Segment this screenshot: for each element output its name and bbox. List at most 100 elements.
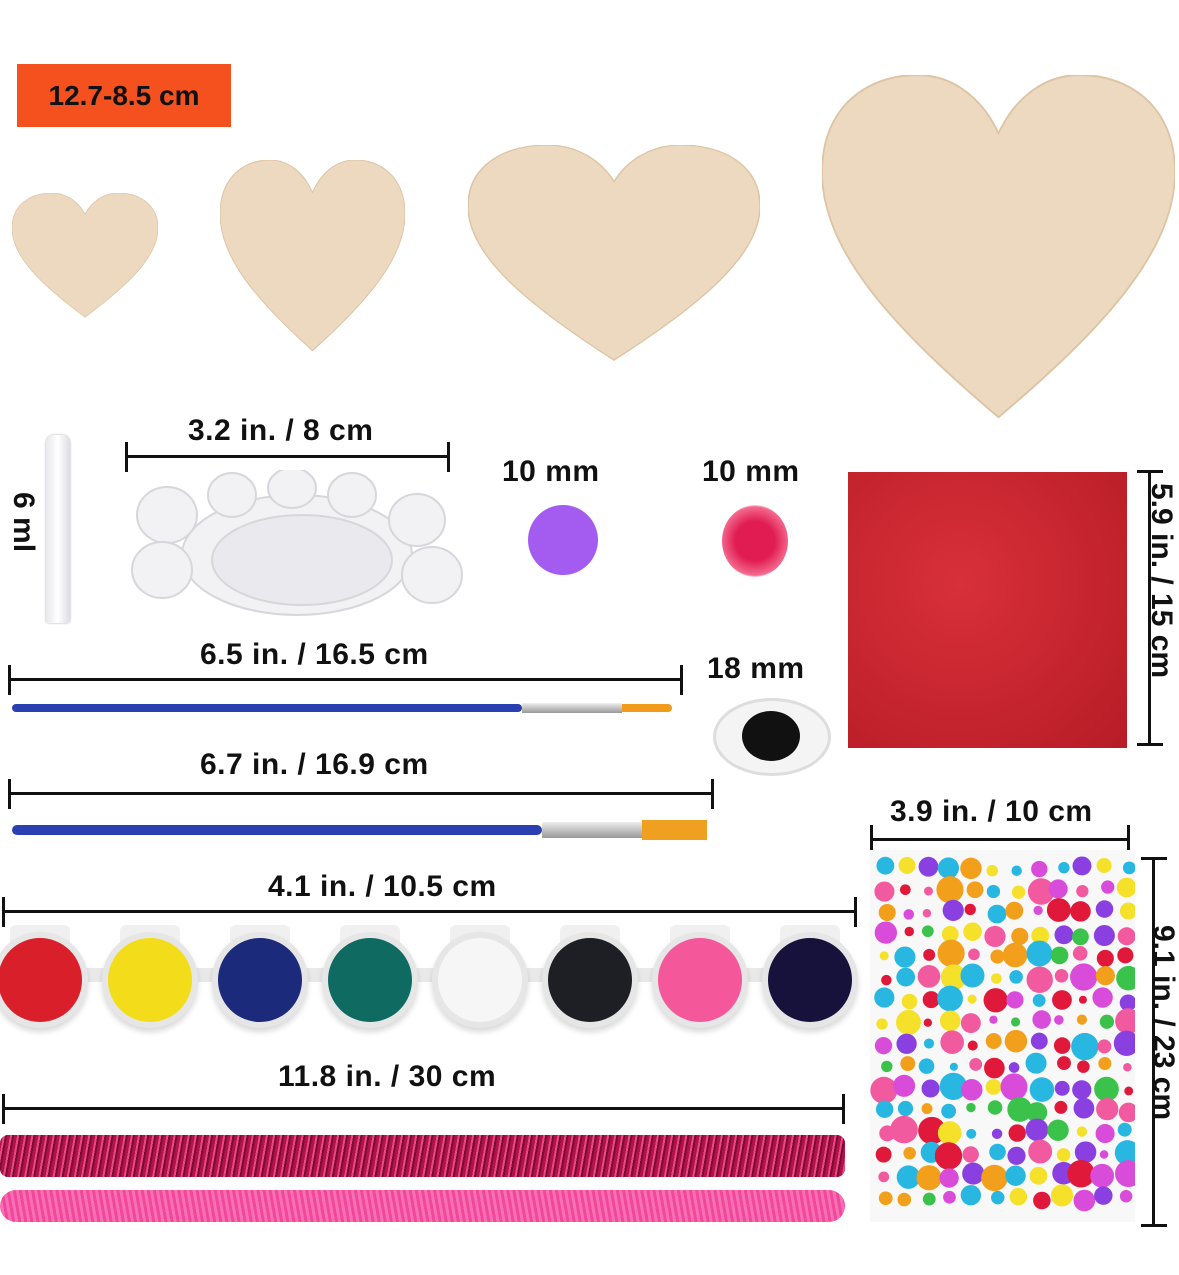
- gem-sticker: [897, 1100, 914, 1117]
- gem-sticker: [1072, 946, 1088, 961]
- gem-sticker: [1058, 861, 1070, 874]
- gem-sticker: [1000, 1073, 1028, 1101]
- gem-sticker: [1011, 885, 1026, 899]
- gem-sticker: [1094, 1076, 1119, 1102]
- gem-sticker: [991, 1190, 1005, 1205]
- gem-sticker: [881, 974, 892, 986]
- gem-sticker: [984, 1057, 1005, 1079]
- gem-sticker: [964, 903, 976, 916]
- palette-label: 3.2 in. / 8 cm: [188, 414, 374, 447]
- gem-sticker: [943, 1190, 956, 1204]
- gem-sticker: [960, 1184, 982, 1206]
- gem-sticker: [1118, 1102, 1135, 1123]
- gem-sticker: [1005, 901, 1024, 920]
- gem-sticker: [1053, 1037, 1071, 1054]
- glitter-paper-dimension-line: [1137, 470, 1163, 746]
- gem-sticker: [1119, 1189, 1133, 1203]
- gem-sticker: [1095, 966, 1115, 986]
- gem-sticker: [1097, 1039, 1112, 1054]
- gem-sticker: [890, 1115, 918, 1144]
- gem-sticker: [1116, 877, 1135, 898]
- gem-sticker: [875, 1100, 894, 1118]
- gem-sticker: [967, 994, 977, 1004]
- gem-sticker: [1070, 901, 1091, 922]
- purple-pompom: [528, 505, 598, 575]
- gem-sticker: [1008, 1062, 1020, 1073]
- paint-pot: [762, 932, 858, 1028]
- pipe-cleaner-pink: [0, 1190, 845, 1222]
- gem-sticker: [923, 1018, 933, 1027]
- gem-sticker: [1054, 1100, 1068, 1114]
- gem-sticker: [939, 1010, 961, 1032]
- gem-sticker: [1117, 1122, 1132, 1137]
- gem-sticker: [1096, 949, 1114, 967]
- gem-sticker: [1050, 946, 1069, 965]
- gem-sticker: [1078, 995, 1087, 1004]
- gem-sticker: [1099, 1150, 1109, 1159]
- gem-sticker: [1096, 1097, 1119, 1121]
- gem-sticker: [941, 925, 959, 943]
- gem-sticker: [1032, 1010, 1051, 1029]
- paint-strip-dimension-line: [2, 897, 857, 927]
- gem-sticker: [987, 904, 1007, 924]
- gem-sticker: [1009, 1187, 1028, 1206]
- gem-sticker: [966, 1102, 976, 1113]
- gem-sticker: [1031, 860, 1048, 878]
- gem-sticker: [1002, 942, 1028, 968]
- paint-pot: [542, 932, 638, 1028]
- gem-sticker: [934, 1142, 963, 1170]
- gem-sticker: [923, 1038, 935, 1049]
- gem-sticker: [898, 857, 916, 874]
- gem-sticker: [1011, 865, 1022, 876]
- gem-sticker: [969, 1058, 983, 1071]
- gem-sticker: [984, 925, 1006, 948]
- gem-sticker: [989, 1015, 998, 1024]
- gem-sticker: [966, 1128, 977, 1139]
- gem-sticker: [922, 908, 932, 918]
- gem-sticker: [1071, 1032, 1099, 1061]
- pompom-glitter-label: 10 mm: [702, 455, 800, 488]
- gem-sticker: [900, 1056, 916, 1071]
- paint-pot: [432, 932, 528, 1028]
- gem-sticker: [875, 1146, 892, 1163]
- size-badge: 12.7-8.5 cm: [17, 64, 231, 127]
- gem-sticker: [870, 1076, 898, 1104]
- gem-sticker: [936, 876, 964, 904]
- gem-sticker: [1073, 1189, 1096, 1212]
- paint-brush-large: [12, 820, 707, 840]
- gem-sticker: [960, 857, 982, 880]
- gem-sticker: [918, 1058, 935, 1074]
- gem-sticker: [1090, 1163, 1115, 1188]
- gem-sticker: [1004, 1029, 1028, 1053]
- brush-large-label: 6.7 in. / 16.9 cm: [200, 748, 429, 781]
- gem-sticker: [903, 1146, 916, 1160]
- gem-sticker: [1006, 991, 1024, 1009]
- gem-sticker: [876, 856, 895, 875]
- gem-sticker: [903, 909, 915, 920]
- gem-sticker: [1056, 1148, 1071, 1162]
- gem-sticker: [942, 899, 964, 921]
- gem-sticker: [879, 951, 889, 961]
- gem-sticker: [1054, 1080, 1070, 1096]
- gem-sticker: [874, 1037, 893, 1055]
- paint-palette: [131, 470, 463, 616]
- gem-sticker: [897, 1192, 912, 1207]
- gem-sticker: [1025, 1052, 1047, 1074]
- gem-sticker: [939, 1072, 968, 1101]
- gem-sticker: [922, 1192, 936, 1206]
- gem-sticker: [1115, 1008, 1135, 1035]
- gem-sticker: [1047, 1119, 1069, 1141]
- gem-sticker: [1073, 1097, 1095, 1119]
- gem-sticker: [1027, 878, 1055, 905]
- brush-small-label: 6.5 in. / 16.5 cm: [200, 638, 429, 671]
- gem-sticker: [921, 1103, 933, 1115]
- paint-pot: [652, 932, 748, 1028]
- gem-sticker: [991, 973, 1002, 984]
- gem-sticker: [1054, 1015, 1064, 1025]
- gem-sticker: [878, 903, 896, 922]
- palette-dimension-line: [125, 442, 450, 472]
- gem-sticker: [1072, 856, 1092, 876]
- gem-sticker: [894, 946, 916, 968]
- gem-sticker: [960, 1013, 981, 1034]
- gem-sticker: [878, 1191, 893, 1206]
